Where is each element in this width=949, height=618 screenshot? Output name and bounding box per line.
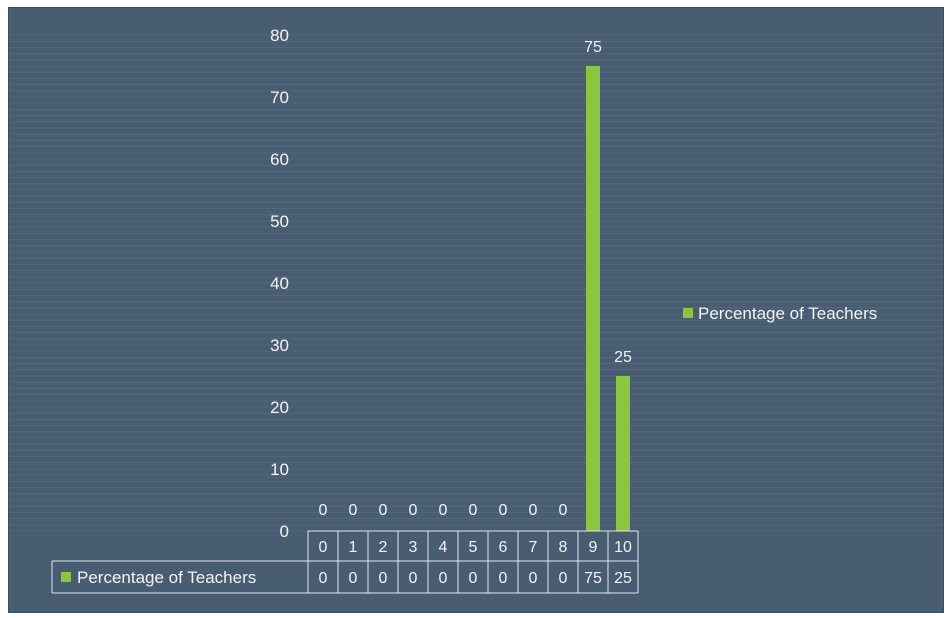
- data-table-series-name: Percentage of Teachers: [77, 568, 256, 587]
- data-label: 0: [559, 502, 568, 519]
- data-label: 75: [584, 39, 602, 56]
- table-category-cell: 3: [409, 539, 418, 556]
- table-value-cell: 25: [614, 570, 632, 587]
- table-category-cell: 9: [589, 539, 598, 556]
- table-category-cell: 0: [319, 539, 328, 556]
- table-category-cell: 4: [439, 539, 448, 556]
- y-tick-label: 10: [270, 460, 289, 479]
- data-label: 0: [379, 502, 388, 519]
- legend: Percentage of Teachers: [683, 304, 877, 323]
- y-tick-label: 50: [270, 212, 289, 231]
- table-category-cell: 1: [349, 539, 358, 556]
- y-tick-label: 20: [270, 398, 289, 417]
- y-tick-label: 0: [280, 522, 289, 541]
- gridlines: [9, 34, 943, 532]
- table-value-cell: 0: [349, 570, 358, 587]
- table-value-cell: 0: [529, 570, 538, 587]
- bar: [586, 66, 600, 531]
- table-category-cell: 5: [469, 539, 478, 556]
- data-label: 0: [319, 502, 328, 519]
- table-value-cell: 0: [469, 570, 478, 587]
- bar: [616, 376, 630, 531]
- table-value-cell: 0: [439, 570, 448, 587]
- data-label: 0: [469, 502, 478, 519]
- data-labels: 0 0 0 0 0 0 0 0 0 75 25: [319, 39, 632, 519]
- table-value-cell: 0: [379, 570, 388, 587]
- bars: [586, 66, 630, 531]
- data-table-legend-key: [61, 572, 71, 582]
- data-label: 25: [614, 349, 632, 366]
- table-category-cell: 7: [529, 539, 538, 556]
- table-category-cell: 8: [559, 539, 568, 556]
- y-tick-label: 40: [270, 274, 289, 293]
- y-axis-ticks: 0 10 20 30 40 50 60 70 80: [270, 26, 289, 541]
- table-value-cell: 75: [584, 570, 602, 587]
- y-tick-label: 30: [270, 336, 289, 355]
- table-category-cell: 6: [499, 539, 508, 556]
- y-tick-label: 80: [270, 26, 289, 45]
- table-category-cell: 10: [614, 539, 632, 556]
- data-label: 0: [529, 502, 538, 519]
- legend-key: [683, 308, 693, 318]
- table-value-cell: 0: [409, 570, 418, 587]
- data-label: 0: [349, 502, 358, 519]
- legend-label: Percentage of Teachers: [698, 304, 877, 323]
- data-label: 0: [499, 502, 508, 519]
- y-tick-label: 70: [270, 88, 289, 107]
- table-category-cell: 2: [379, 539, 388, 556]
- table-value-cell: 0: [319, 570, 328, 587]
- data-label: 0: [409, 502, 418, 519]
- table-value-cell: 0: [499, 570, 508, 587]
- data-label: 0: [439, 502, 448, 519]
- y-tick-label: 60: [270, 150, 289, 169]
- table-value-cell: 0: [559, 570, 568, 587]
